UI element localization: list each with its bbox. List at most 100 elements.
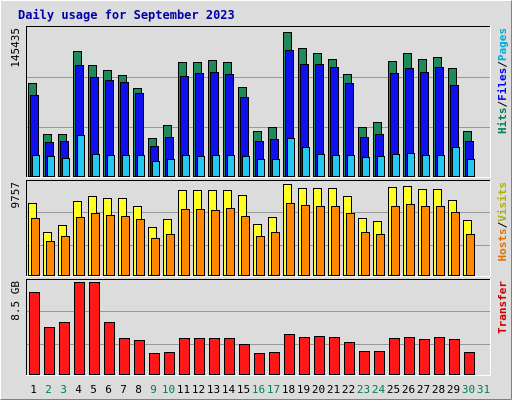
bar-transfer-day-11: [179, 338, 190, 375]
x-tick-label-day-7: 7: [120, 383, 127, 396]
legend-hits: Hits/Files/Pages: [496, 28, 509, 134]
bar-pages-day-28: [437, 155, 445, 177]
bar-pages-day-13: [212, 155, 220, 177]
x-tick-label-day-25: 25: [387, 383, 400, 396]
bar-transfer-day-23: [359, 351, 370, 375]
bar-pages-day-25: [392, 154, 400, 177]
bar-hosts-day-4: [76, 217, 85, 276]
x-tick-label-day-28: 28: [432, 383, 445, 396]
bar-transfer-day-29: [449, 339, 460, 375]
x-tick-label-day-16: 16: [252, 383, 265, 396]
bar-hosts-day-5: [91, 213, 100, 276]
bar-transfer-day-8: [134, 340, 145, 375]
bar-pages-day-21: [332, 155, 340, 177]
x-tick-label-day-19: 19: [297, 383, 310, 396]
bar-hosts-day-17: [271, 232, 280, 276]
bar-pages-day-10: [167, 159, 175, 177]
x-tick-label-day-4: 4: [75, 383, 82, 396]
x-tick-label-day-1: 1: [30, 383, 37, 396]
x-tick-label-day-12: 12: [192, 383, 205, 396]
x-tick-label-day-5: 5: [90, 383, 97, 396]
legend-segment: /: [496, 61, 509, 68]
bar-pages-day-14: [227, 155, 235, 177]
bar-pages-day-29: [452, 147, 460, 177]
bar-pages-day-11: [182, 155, 190, 177]
x-tick-label-day-9: 9: [150, 383, 157, 396]
bar-hosts-day-2: [46, 241, 55, 276]
bar-pages-day-17: [272, 159, 280, 177]
bar-hosts-day-26: [406, 204, 415, 276]
legend-segment: Hits: [496, 108, 509, 135]
bar-transfer-day-25: [389, 338, 400, 375]
bar-hosts-day-27: [421, 206, 430, 276]
bar-hosts-day-10: [166, 234, 175, 276]
bar-pages-day-18: [287, 138, 295, 177]
bar-transfer-day-12: [194, 338, 205, 375]
x-tick-label-day-31: 31: [477, 383, 490, 396]
legend-segment: Pages: [496, 28, 509, 61]
panel-visits: 9757 Hosts/Visits: [9, 180, 509, 277]
legend-segment: Visits: [496, 182, 509, 222]
bar-transfer-day-18: [284, 334, 295, 375]
bar-transfer-day-22: [344, 342, 355, 375]
panel-transfer: 8.5 GB Transfer: [9, 279, 509, 376]
bar-transfer-day-7: [119, 338, 130, 375]
bar-pages-day-6: [107, 155, 115, 177]
bar-pages-day-4: [77, 135, 85, 177]
bar-hosts-day-29: [451, 212, 460, 276]
bar-transfer-day-19: [299, 337, 310, 375]
bar-hosts-day-8: [136, 219, 145, 276]
x-tick-label-day-22: 22: [342, 383, 355, 396]
bar-hosts-day-25: [391, 206, 400, 276]
bar-transfer-day-15: [239, 344, 250, 375]
legend-visits: Hosts/Visits: [496, 182, 509, 262]
bar-pages-day-1: [32, 155, 40, 177]
bar-transfer-day-1: [29, 292, 40, 375]
chart-title: Daily usage for September 2023: [18, 8, 235, 22]
bar-pages-day-15: [242, 156, 250, 177]
legend-segment: Transfer: [496, 281, 509, 334]
y-axis-max-label: 9757: [9, 182, 22, 209]
bar-transfer-day-17: [269, 352, 280, 375]
bar-pages-day-7: [122, 155, 130, 177]
bar-pages-day-2: [47, 156, 55, 177]
x-tick-label-day-26: 26: [402, 383, 415, 396]
bar-hosts-day-13: [211, 210, 220, 276]
x-tick-label-day-21: 21: [327, 383, 340, 396]
bar-hosts-day-28: [436, 206, 445, 276]
bar-hosts-day-7: [121, 216, 130, 276]
bar-pages-day-19: [302, 147, 310, 177]
bar-hosts-day-16: [256, 236, 265, 276]
legend-segment: Files: [496, 68, 509, 101]
chart-panels: 145435Hits/Files/Pages9757Hosts/Visits8.…: [9, 26, 509, 376]
bar-transfer-day-3: [59, 322, 70, 375]
bar-pages-day-26: [407, 153, 415, 177]
bar-transfer-day-20: [314, 336, 325, 375]
bar-transfer-day-6: [104, 322, 115, 375]
bar-transfer-day-4: [74, 282, 85, 375]
x-tick-label-day-20: 20: [312, 383, 325, 396]
bar-hosts-day-9: [151, 238, 160, 276]
y-axis-max-label: 8.5 GB: [9, 281, 22, 321]
x-axis-day-labels: 1 2 3 4 5 6 7 8 9 10 11 12 13 14 15 16 17 18 19 20 21 22 23 24 2…: [30, 383, 490, 396]
x-tick-label-day-24: 24: [372, 383, 386, 396]
x-tick-label-day-23: 23: [357, 383, 370, 396]
bar-pages-day-20: [317, 154, 325, 177]
y-axis-max-label: 145435: [9, 28, 22, 68]
legend-segment: /: [496, 221, 509, 228]
x-tick-label-day-8: 8: [135, 383, 142, 396]
bar-pages-day-16: [257, 159, 265, 177]
bar-pages-day-5: [92, 154, 100, 177]
x-tick-label-day-13: 13: [207, 383, 220, 396]
bar-transfer-day-13: [209, 338, 220, 375]
x-tick-label-day-3: 3: [60, 383, 67, 396]
bar-transfer-day-26: [404, 337, 415, 375]
bar-hosts-day-12: [196, 209, 205, 276]
bar-hosts-day-30: [466, 234, 475, 276]
bar-transfer-day-24: [374, 351, 385, 375]
bar-hosts-day-11: [181, 209, 190, 276]
x-tick-label-day-11: 11: [177, 383, 190, 396]
bar-pages-day-24: [377, 156, 385, 177]
